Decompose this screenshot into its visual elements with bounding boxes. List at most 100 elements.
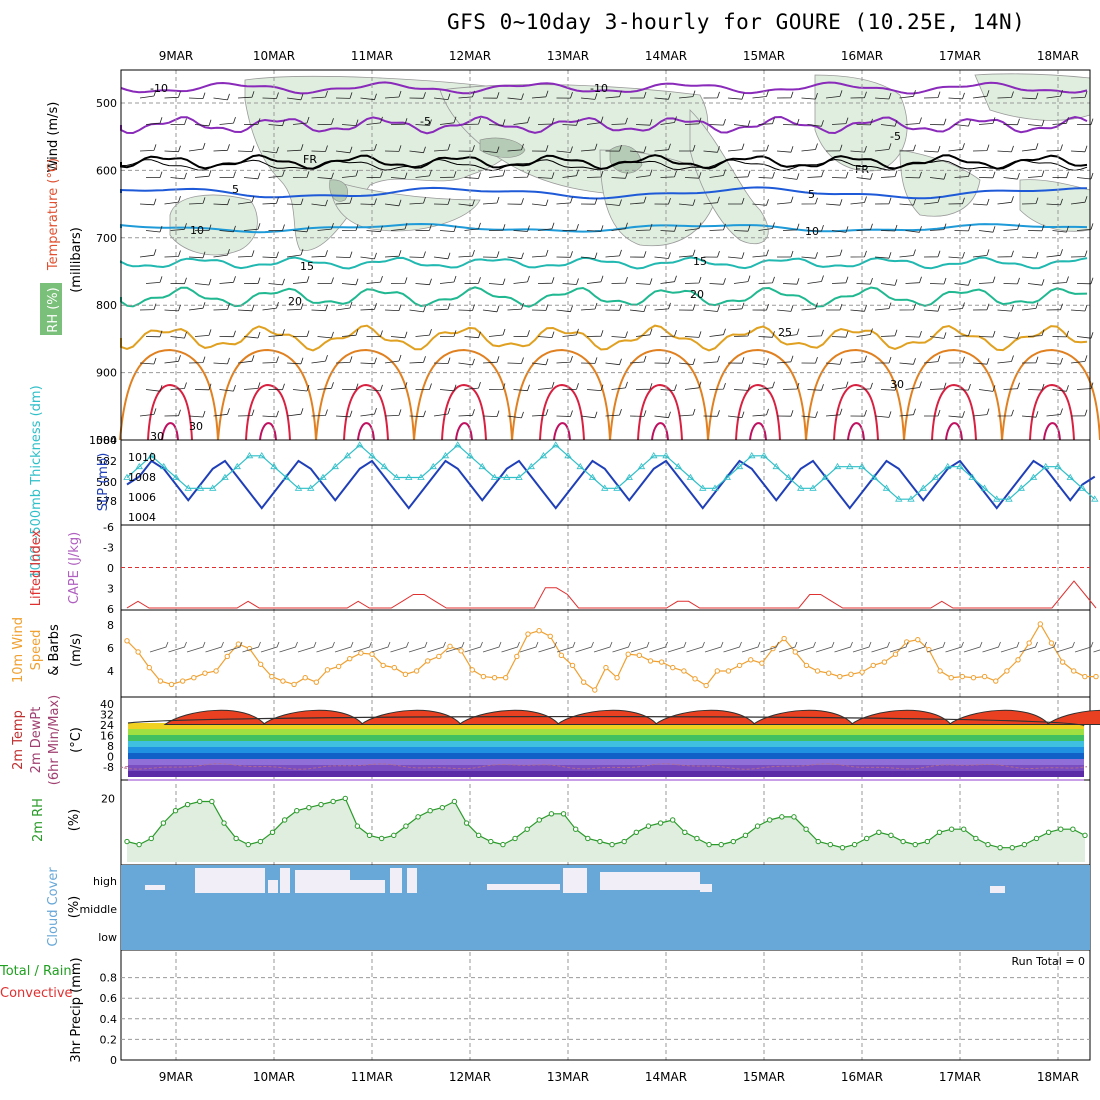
wind-barb — [923, 196, 941, 205]
wind-speed-point — [536, 628, 542, 634]
surface-wind-barb — [704, 641, 724, 653]
surface-wind-barb — [908, 641, 927, 653]
wind-barb — [219, 384, 236, 392]
wind-speed-point — [658, 659, 665, 665]
thickness-point — [196, 484, 205, 491]
wind-barb — [948, 197, 965, 205]
wind-barb — [905, 171, 922, 179]
wind-barb — [874, 252, 892, 259]
wind-barb — [194, 224, 212, 231]
wind-barb — [562, 328, 579, 337]
wind-barb — [415, 224, 432, 231]
wind-barb — [556, 410, 573, 417]
wind-barb — [684, 276, 702, 284]
wind-speed-point — [491, 674, 498, 681]
wind-barb — [1052, 225, 1069, 233]
wind-barb — [929, 332, 947, 339]
panel-frame-precip — [120, 949, 1091, 1061]
thickness-point — [417, 473, 425, 480]
surface-wind-barb — [260, 641, 280, 653]
surface-wind-barb — [1019, 641, 1038, 653]
wind-barb — [954, 119, 971, 127]
temp-daily-hump — [457, 709, 561, 725]
rh-point — [997, 844, 1003, 851]
wind-barb — [366, 225, 383, 233]
rh-point — [366, 832, 373, 839]
wind-barb — [384, 354, 402, 364]
wind-barb — [972, 249, 990, 258]
wind-barb — [831, 117, 849, 125]
wind-barb — [292, 171, 310, 178]
rh-point — [403, 823, 409, 829]
run-total-label: Run Total = 0 — [1012, 955, 1086, 968]
wind-barb — [513, 170, 530, 178]
isotherm-cell — [511, 348, 611, 441]
wind-barb — [978, 171, 996, 179]
wind-barb — [237, 355, 255, 364]
surface-wind-barb — [168, 641, 187, 653]
wind-barb — [531, 304, 549, 311]
isotherm-cell — [441, 383, 487, 441]
wind-barb — [317, 172, 334, 180]
wind-barb — [899, 249, 916, 258]
wind-barb — [409, 251, 426, 258]
wind-barb — [237, 145, 255, 152]
wind-barb — [709, 382, 726, 390]
rh-point — [742, 832, 749, 839]
wind-barb — [433, 93, 451, 100]
wind-barb — [880, 384, 898, 391]
wind-barb — [433, 198, 451, 205]
thickness-point — [294, 484, 303, 491]
wind-barb — [727, 93, 745, 100]
wind-barb — [537, 277, 555, 284]
wind-barb — [954, 383, 971, 391]
cloud-level-label: high — [93, 875, 117, 888]
wind-barb — [1027, 279, 1045, 286]
wind-barb — [1003, 172, 1020, 180]
wind-barb — [703, 146, 720, 153]
thickness-point — [343, 452, 352, 459]
wind-barb — [801, 143, 818, 152]
rh-point — [488, 838, 494, 845]
isotherm-label: -10 — [150, 82, 168, 95]
wind-barb — [464, 222, 481, 231]
wind-barb — [752, 199, 769, 206]
wind-barb — [360, 198, 377, 205]
isotherm-label: 20 — [288, 295, 302, 308]
wind-speed-point — [146, 664, 152, 671]
wind-barb — [978, 117, 996, 125]
wind-barb — [531, 90, 549, 99]
thickness-point — [1029, 473, 1038, 480]
wind-barb — [556, 91, 573, 99]
wind-barb — [286, 303, 304, 311]
wind-barb — [703, 305, 720, 312]
wind-barb — [170, 382, 187, 390]
temp-series — [127, 715, 1085, 727]
isotherm-cell — [455, 422, 473, 441]
wind10-barbs-label: & Barbs — [47, 624, 62, 676]
wind-barb — [831, 276, 849, 284]
wind-barb — [611, 331, 628, 338]
isotherm-cell — [217, 348, 317, 441]
wind-barb — [262, 92, 279, 99]
wind-barb — [1027, 119, 1045, 127]
wind-barb — [335, 410, 353, 418]
date-label-bottom: 11MAR — [351, 1070, 393, 1084]
surface-wind-barb — [797, 641, 816, 653]
wind-barb — [384, 145, 402, 152]
date-label-bottom: 16MAR — [841, 1070, 883, 1084]
wind-barb — [1070, 196, 1088, 205]
wind-barb — [856, 382, 873, 390]
wind-barb — [856, 223, 873, 231]
wind-barb — [513, 384, 530, 392]
wind-barb — [409, 356, 426, 364]
wind-barb — [513, 275, 530, 284]
temp-color-band — [128, 747, 1084, 753]
thickness-point — [748, 452, 756, 459]
thickness-point — [392, 473, 401, 480]
rh-point — [1082, 832, 1088, 839]
wind-speed-point — [257, 661, 264, 667]
thickness-point — [405, 473, 413, 480]
temp-unit-label: (°C) — [69, 727, 84, 753]
wind-barb — [219, 225, 236, 233]
